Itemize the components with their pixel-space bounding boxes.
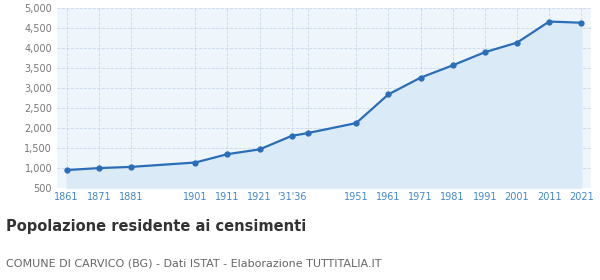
Text: Popolazione residente ai censimenti: Popolazione residente ai censimenti — [6, 219, 306, 234]
Text: COMUNE DI CARVICO (BG) - Dati ISTAT - Elaborazione TUTTITALIA.IT: COMUNE DI CARVICO (BG) - Dati ISTAT - El… — [6, 258, 382, 268]
